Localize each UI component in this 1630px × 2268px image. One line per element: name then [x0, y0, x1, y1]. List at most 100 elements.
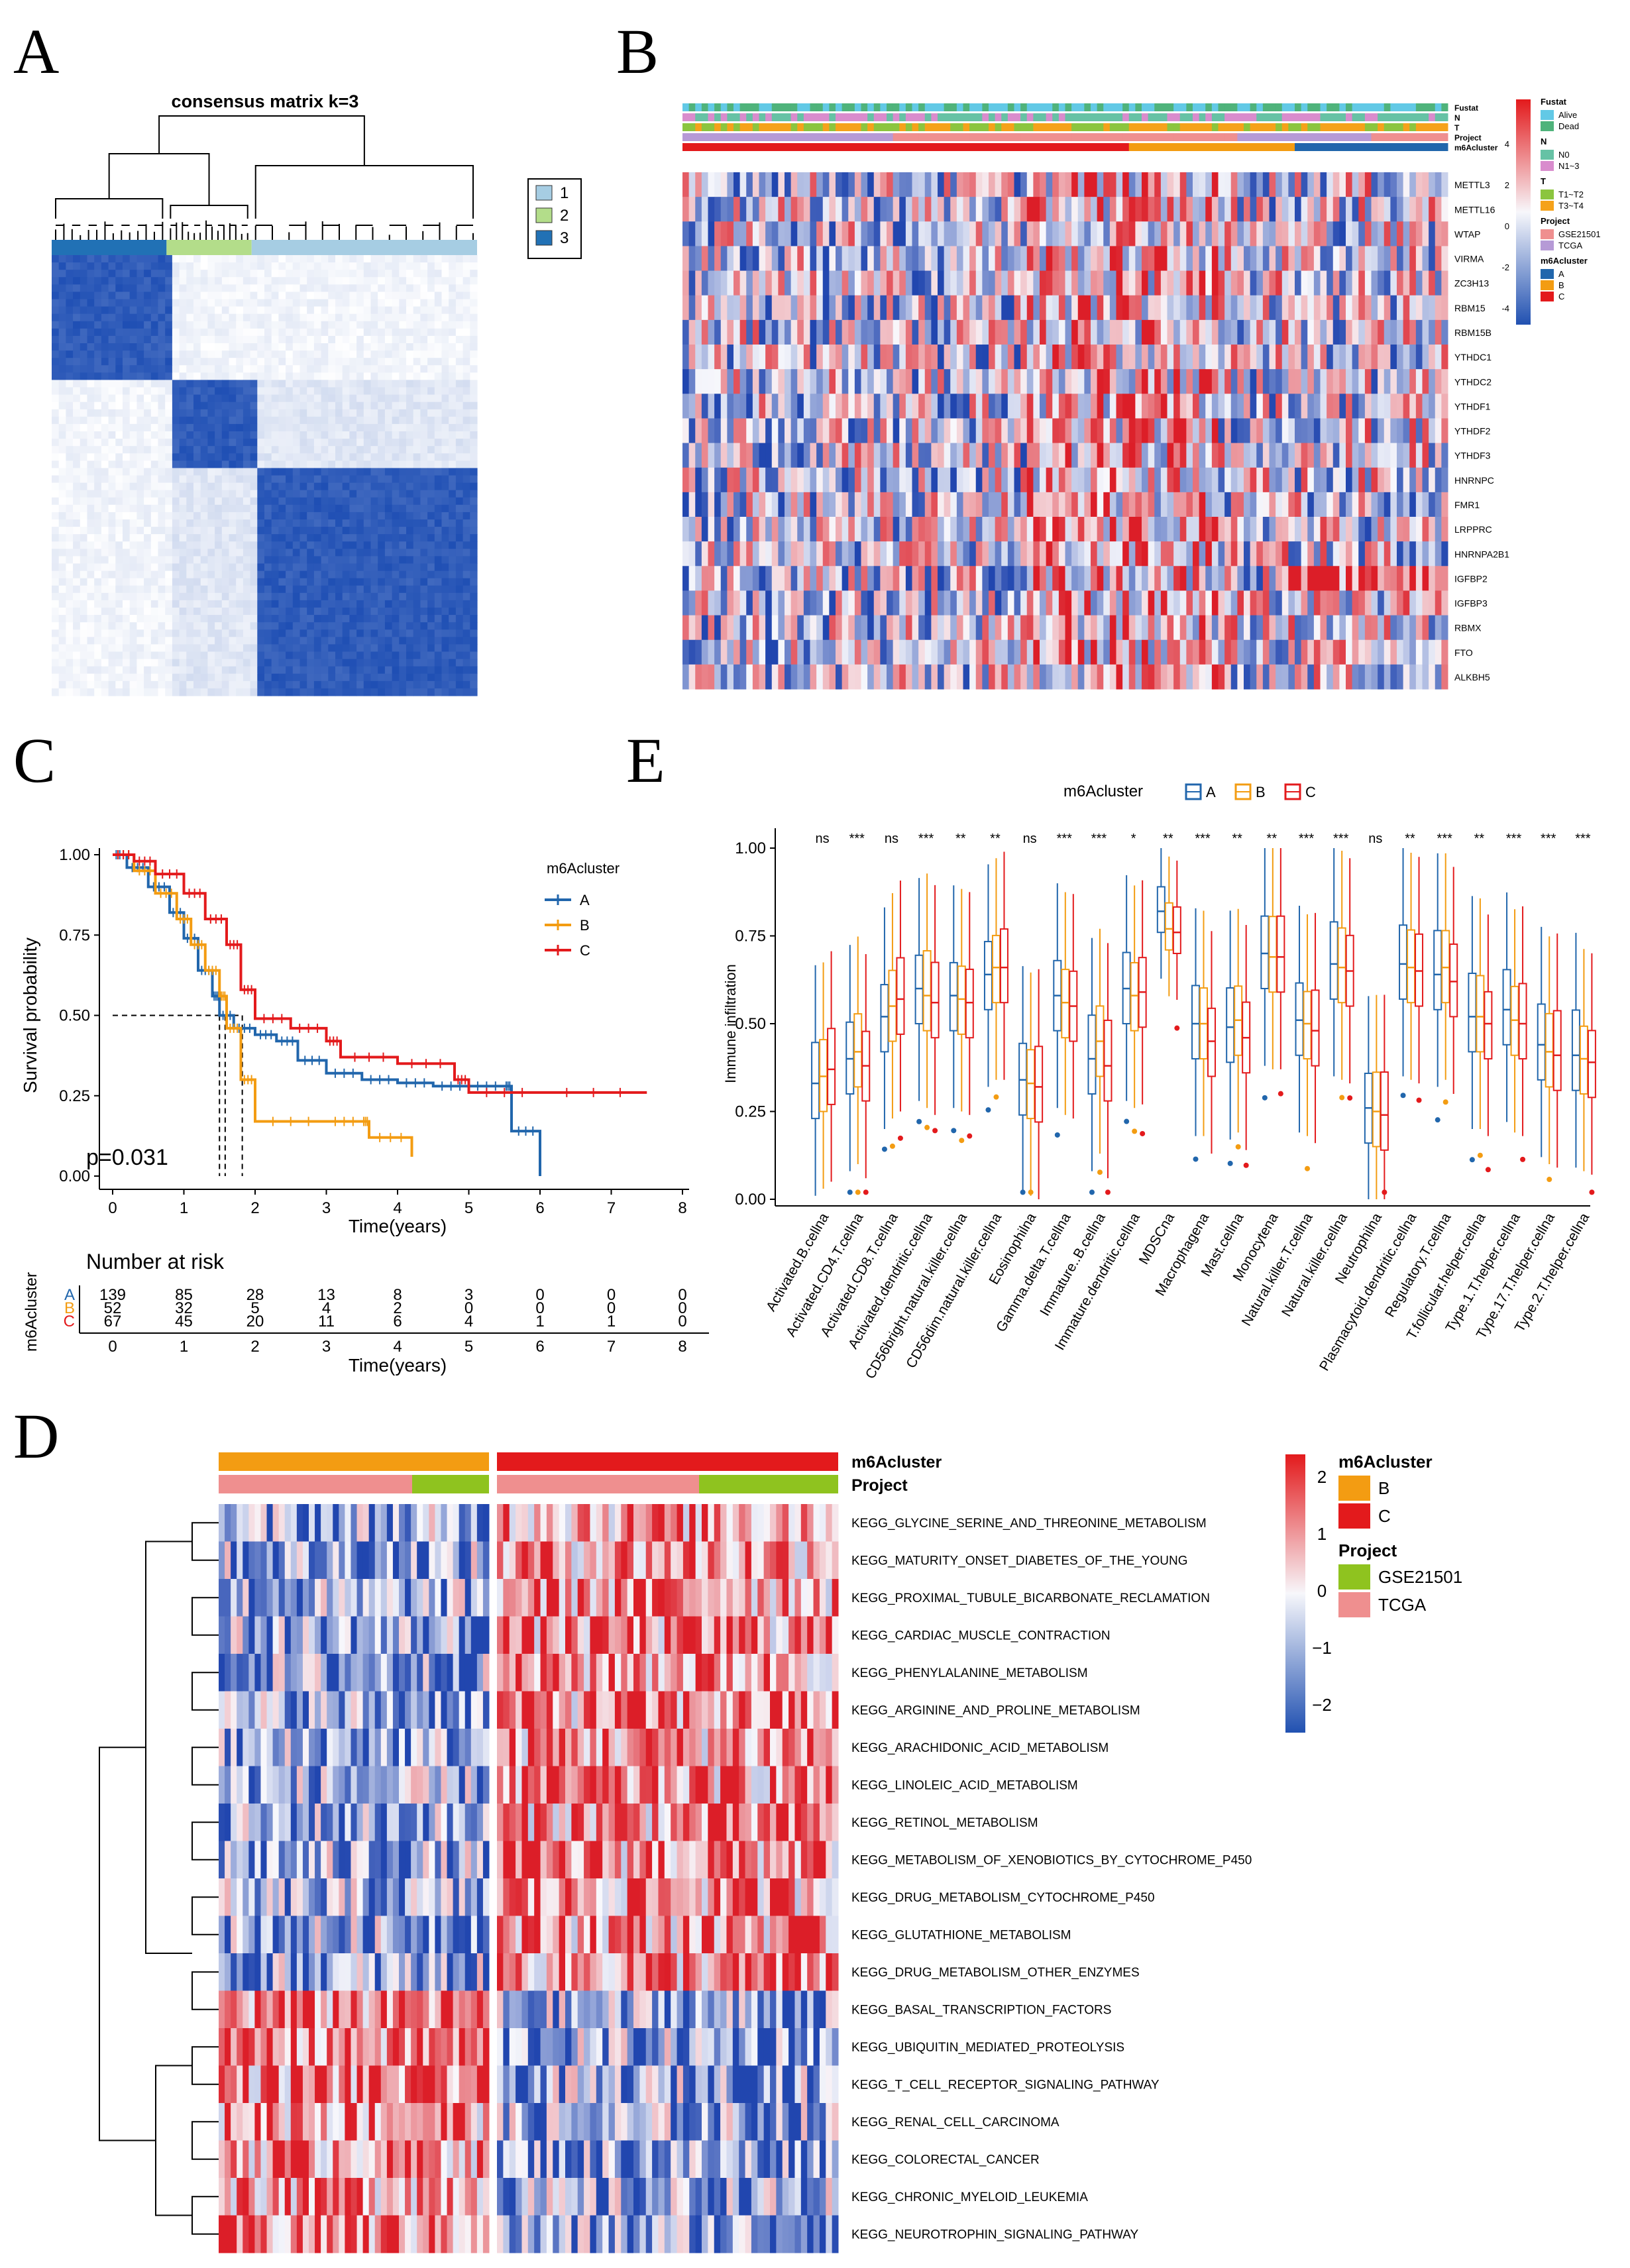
consensus-cell: [434, 673, 443, 682]
consensus-cell: [286, 541, 294, 549]
consensus-cell: [321, 637, 329, 645]
consensus-cell: [101, 335, 109, 344]
annotation-cell: [695, 113, 702, 121]
annotation-cell: [759, 103, 766, 111]
consensus-cell: [349, 490, 357, 498]
consensus-cell: [449, 372, 457, 381]
heatmap-cell: [861, 246, 868, 272]
annotation-cell: [1269, 143, 1276, 151]
heatmap-cell: [1154, 197, 1162, 222]
heatmap-cell: [995, 270, 1002, 296]
heatmap-cell: [1288, 221, 1295, 246]
consensus-cell: [215, 431, 223, 439]
heatmap-cell: [899, 197, 906, 222]
heatmap-cell: [1033, 221, 1040, 246]
consensus-cell: [101, 549, 109, 557]
annotation-cell: [956, 103, 963, 111]
consensus-cell: [264, 423, 272, 432]
consensus-cell: [250, 666, 258, 675]
consensus-cell: [349, 651, 357, 660]
consensus-cell: [356, 321, 364, 329]
heatmap-cell: [810, 246, 817, 272]
consensus-cell: [328, 541, 336, 549]
consensus-cell: [278, 380, 286, 388]
consensus-cell: [455, 512, 464, 520]
consensus-cell: [427, 402, 435, 410]
consensus-cell: [236, 527, 244, 535]
consensus-cell: [449, 321, 457, 329]
consensus-cell: [470, 453, 478, 461]
consensus-cell: [115, 402, 123, 410]
consensus-cell: [186, 446, 194, 454]
consensus-cell: [278, 306, 286, 315]
heatmap-cell: [1390, 246, 1397, 272]
consensus-cell: [144, 680, 152, 689]
annotation-cell: [734, 113, 741, 121]
consensus-cell: [286, 615, 294, 623]
consensus-cell: [278, 659, 286, 667]
consensus-cell: [80, 622, 88, 630]
consensus-cell: [406, 585, 414, 594]
consensus-cell: [413, 409, 421, 417]
consensus-cell: [420, 446, 428, 454]
annotation-cell: [1065, 103, 1072, 111]
annotation-cell: [1230, 123, 1238, 131]
consensus-cell: [328, 423, 336, 432]
consensus-cell: [399, 534, 407, 542]
consensus-cell: [115, 387, 123, 396]
annotation-cell: [1390, 123, 1397, 131]
heatmap-cell: [1103, 270, 1111, 296]
consensus-cell: [229, 380, 237, 388]
consensus-cell: [186, 549, 194, 557]
consensus-cell: [215, 328, 223, 337]
consensus-cell: [399, 365, 407, 373]
heatmap-cell: [924, 246, 932, 272]
consensus-cell: [406, 372, 414, 381]
consensus-cell: [455, 284, 464, 293]
heatmap-cell: [905, 270, 912, 296]
heatmap-cell: [816, 197, 824, 222]
heatmap-cell: [1103, 197, 1111, 222]
consensus-cell: [115, 556, 123, 565]
annotation-cell: [1179, 143, 1187, 151]
consensus-cell: [215, 600, 223, 608]
heatmap-cell: [1033, 197, 1040, 222]
consensus-cell: [321, 394, 329, 403]
consensus-cell: [271, 482, 279, 491]
consensus-cell: [321, 578, 329, 586]
heatmap-cell: [1058, 197, 1065, 222]
consensus-cell: [271, 453, 279, 461]
consensus-cell: [123, 343, 131, 351]
consensus-cell: [215, 365, 223, 373]
consensus-cell: [313, 468, 322, 476]
consensus-cell: [221, 292, 230, 300]
consensus-cell: [399, 343, 407, 351]
consensus-cell: [427, 351, 435, 358]
consensus-cell: [101, 659, 109, 667]
consensus-cell: [313, 387, 322, 396]
consensus-cell: [236, 328, 244, 337]
consensus-cell: [449, 431, 457, 439]
consensus-cell: [257, 680, 265, 689]
consensus-cell: [406, 534, 414, 542]
consensus-cell: [123, 423, 131, 432]
consensus-cell: [299, 622, 307, 630]
annotation-cell: [1142, 123, 1149, 131]
consensus-cell: [470, 644, 478, 653]
annotation-cell: [1307, 123, 1315, 131]
consensus-cell: [165, 402, 173, 410]
consensus-cell: [193, 277, 201, 285]
consensus-cell: [94, 365, 102, 373]
consensus-cell: [66, 556, 74, 565]
consensus-cell: [399, 512, 407, 520]
consensus-cell: [101, 299, 109, 307]
consensus-cell: [115, 255, 123, 263]
consensus-cell: [236, 380, 244, 388]
consensus-cell: [399, 431, 407, 439]
consensus-cell: [384, 402, 393, 410]
consensus-cell: [342, 615, 350, 623]
annotation-cell: [1435, 113, 1442, 121]
consensus-cell: [455, 622, 464, 630]
consensus-cell: [392, 504, 400, 513]
annotation-cell: [956, 123, 963, 131]
